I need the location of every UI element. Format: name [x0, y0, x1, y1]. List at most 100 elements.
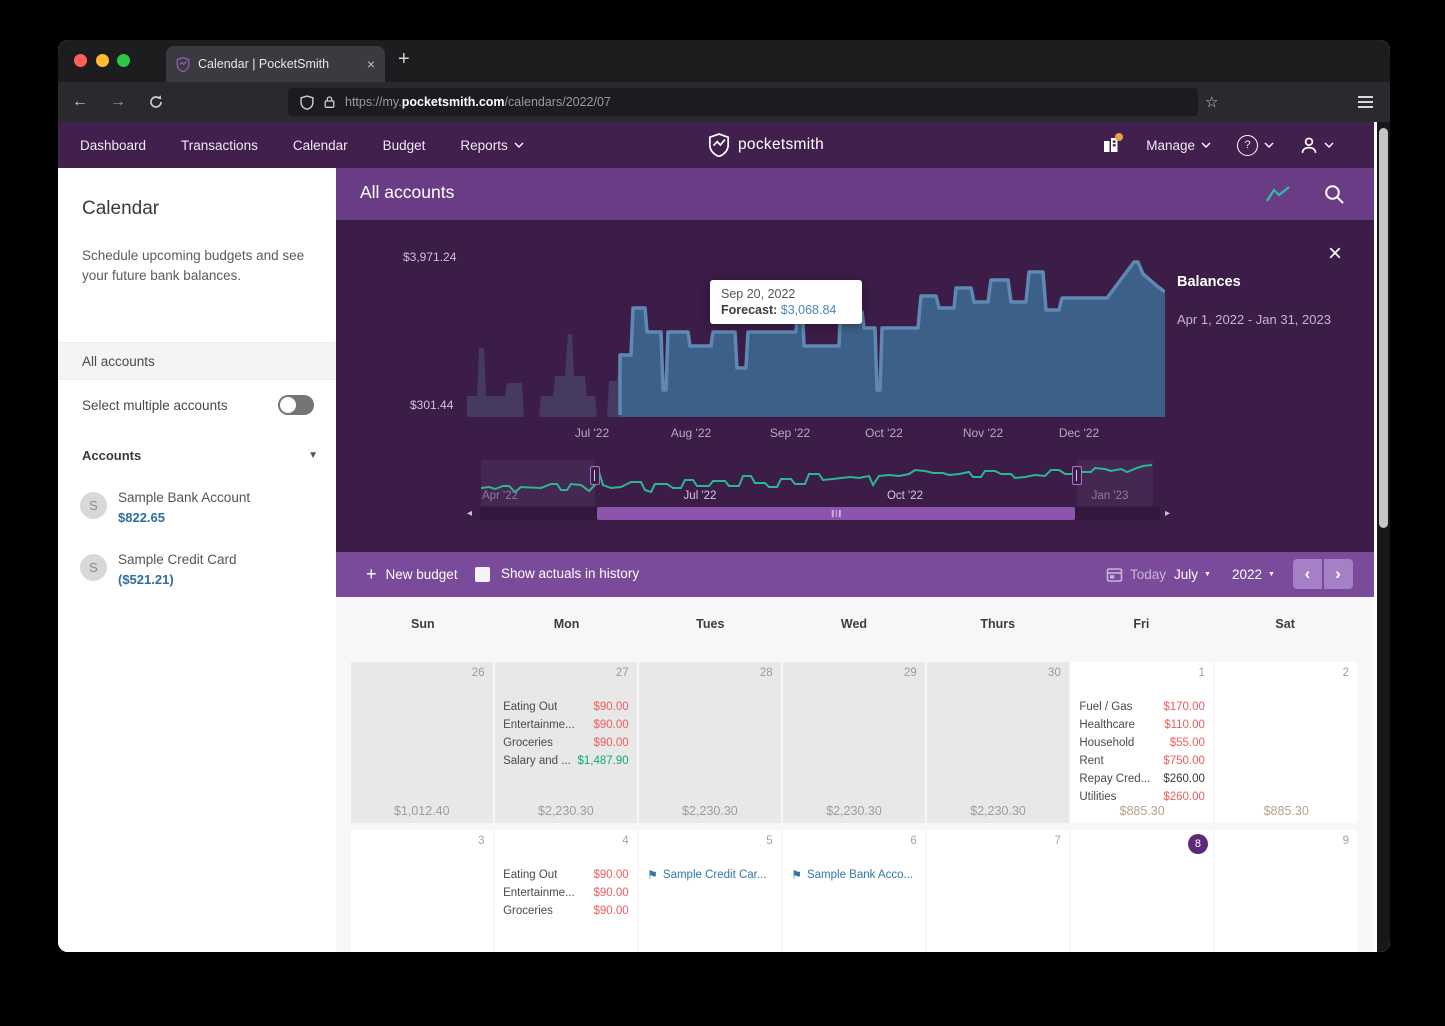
scroll-right-icon[interactable]: ▸ — [1165, 508, 1171, 519]
whats-new-icon[interactable] — [1102, 133, 1124, 154]
pocketsmith-shield-icon — [708, 133, 730, 157]
lock-icon[interactable] — [323, 95, 336, 109]
budget-entry[interactable]: Fuel / Gas $170.00 — [1079, 698, 1205, 716]
select-multiple-accounts-row: Select multiple accounts — [58, 380, 336, 430]
brush-scroll-thumb[interactable] — [597, 507, 1075, 520]
month-dropdown[interactable]: July ▼ — [1174, 567, 1211, 582]
line-chart-icon[interactable] — [1266, 186, 1290, 203]
search-icon[interactable] — [1324, 184, 1345, 205]
calendar-day-cell[interactable]: 6 ⚑ Sample Bank Acco... — [783, 830, 925, 952]
calendar-day-cell[interactable]: 2 $885.30 — [1215, 662, 1357, 823]
page-scrollbar-track[interactable] — [1377, 122, 1390, 952]
panel-header: All accounts — [336, 168, 1374, 220]
calendar-day-cell[interactable]: 5 ⚑ Sample Credit Car... — [639, 830, 781, 952]
day-number: 29 — [903, 667, 917, 679]
entry-category: Utilities — [1079, 791, 1117, 803]
calendar-grid: Sun Mon Tues Wed Thurs Fri Sat 26 $1,012.40 27 Ea… — [336, 597, 1374, 952]
budget-entry[interactable]: Eating Out $90.00 — [503, 698, 629, 716]
mini-axis-tick: Apr '22 — [481, 490, 519, 502]
budget-entry[interactable]: Eating Out $90.00 — [503, 866, 629, 884]
browser-tab[interactable]: Calendar | PocketSmith × — [166, 46, 385, 82]
tooltip-date: Sep 20, 2022 — [721, 287, 796, 301]
back-icon[interactable]: ← — [72, 93, 88, 110]
budget-entry[interactable]: Household $55.00 — [1079, 734, 1205, 752]
show-actuals-checkbox[interactable] — [475, 567, 490, 582]
entry-amount: $90.00 — [593, 737, 629, 749]
mini-overview-chart[interactable] — [481, 462, 1152, 505]
budget-entry[interactable]: Utilities $260.00 — [1079, 788, 1205, 806]
budget-entry[interactable]: Repay Cred... $260.00 — [1079, 770, 1205, 788]
panel-title: All accounts — [360, 182, 455, 202]
day-header-fri: Fri — [1133, 617, 1150, 631]
nav-item-transactions[interactable]: Transactions — [181, 137, 258, 153]
page-scrollbar-thumb[interactable] — [1379, 128, 1388, 528]
calendar-day-cell[interactable]: 9 — [1215, 830, 1357, 952]
day-header-sat: Sat — [1275, 617, 1295, 631]
sidebar-item-all-accounts[interactable]: All accounts — [58, 342, 336, 380]
account-list-item[interactable]: S Sample Credit Card ($521.21) — [58, 546, 336, 608]
calendar-day-cell[interactable]: 28 $2,230.30 — [639, 662, 781, 823]
nav-item-reports[interactable]: Reports — [460, 138, 524, 153]
account-flag-event[interactable]: ⚑ Sample Credit Car... — [647, 868, 777, 882]
calendar-day-cell[interactable]: 7 — [927, 830, 1069, 952]
manage-menu[interactable]: Manage — [1146, 138, 1211, 153]
pocketsmith-logo[interactable]: pocketsmith — [708, 122, 824, 168]
account-avatar: S — [80, 492, 107, 519]
budget-entry[interactable]: Groceries $90.00 — [503, 902, 629, 920]
entry-amount: $90.00 — [593, 719, 629, 731]
budget-entry[interactable]: Entertainme... $90.00 — [503, 884, 629, 902]
calendar-day-cell[interactable]: 30 $2,230.30 — [927, 662, 1069, 823]
close-window-button[interactable] — [74, 54, 87, 67]
calendar-day-cell[interactable]: 1 Fuel / Gas $170.00 Healthcare $110.00 House… — [1071, 662, 1213, 823]
accounts-section-header[interactable]: Accounts ▼ — [82, 448, 318, 463]
budget-entry[interactable]: Healthcare $110.00 — [1079, 716, 1205, 734]
new-tab-button[interactable]: + — [398, 48, 410, 70]
brush-handle-left[interactable] — [590, 466, 600, 485]
budget-entry[interactable]: Rent $750.00 — [1079, 752, 1205, 770]
select-multiple-toggle[interactable] — [278, 395, 314, 415]
bookmark-star-icon[interactable]: ☆ — [1205, 94, 1219, 111]
previous-month-button[interactable]: ‹ — [1293, 559, 1322, 589]
minimize-window-button[interactable] — [95, 54, 109, 67]
help-menu[interactable]: ? — [1237, 134, 1274, 156]
today-button[interactable]: Today — [1106, 552, 1166, 597]
account-flag-event[interactable]: ⚑ Sample Bank Acco... — [791, 868, 921, 882]
nav-item-calendar[interactable]: Calendar — [292, 137, 348, 153]
new-budget-button[interactable]: + New budget — [366, 564, 458, 584]
budget-entry[interactable]: Salary and ... $1,487.90 — [503, 752, 629, 770]
chart-tooltip: Sep 20, 2022 Forecast: $3,068.84 — [710, 280, 862, 324]
account-list-item[interactable]: S Sample Bank Account $822.65 — [58, 484, 336, 546]
budget-entry[interactable]: Groceries $90.00 — [503, 734, 629, 752]
balance-area-chart[interactable] — [467, 250, 1165, 417]
scroll-left-icon[interactable]: ◂ — [467, 508, 473, 519]
calendar-day-cell[interactable]: 26 $1,012.40 — [351, 662, 493, 823]
year-dropdown[interactable]: 2022 ▼ — [1232, 567, 1275, 582]
chevron-down-icon — [1324, 142, 1334, 148]
tracking-shield-icon[interactable] — [300, 94, 314, 110]
chevron-down-icon — [1264, 142, 1274, 148]
refresh-icon[interactable] — [148, 94, 164, 110]
next-month-button[interactable]: › — [1323, 559, 1353, 589]
tab-close-icon[interactable]: × — [366, 56, 375, 72]
calendar-day-cell[interactable]: 27 Eating Out $90.00 Entertainme... $90.00 Gr… — [495, 662, 637, 823]
grip-icon — [831, 510, 841, 517]
menu-icon[interactable] — [1358, 96, 1373, 108]
brush-handle-right[interactable] — [1072, 466, 1082, 485]
nav-item-budget[interactable]: Budget — [382, 137, 426, 153]
sidebar: Calendar Schedule upcoming budgets and s… — [58, 168, 336, 952]
zoom-window-button[interactable] — [117, 54, 130, 67]
forward-icon[interactable]: → — [110, 93, 126, 110]
flag-icon: ⚑ — [791, 868, 802, 882]
account-menu[interactable] — [1300, 137, 1334, 154]
calendar-day-cell[interactable]: 4 Eating Out $90.00 Entertainme... $90.00 Gro… — [495, 830, 637, 952]
calendar-day-cell[interactable]: 8 — [1071, 830, 1213, 952]
budget-entry[interactable]: Entertainme... $90.00 — [503, 716, 629, 734]
url-bar[interactable]: https://my.pocketsmith.com/calendars/202… — [288, 88, 1198, 116]
nav-item-dashboard[interactable]: Dashboard — [80, 137, 147, 153]
calendar-day-cell[interactable]: 29 $2,230.30 — [783, 662, 925, 823]
forecast-area — [620, 262, 1165, 417]
calendar-day-cell[interactable]: 3 — [351, 830, 493, 952]
close-chart-icon[interactable]: × — [1328, 240, 1343, 267]
day-number: 9 — [1342, 835, 1349, 847]
entry-category: Groceries — [503, 905, 553, 917]
